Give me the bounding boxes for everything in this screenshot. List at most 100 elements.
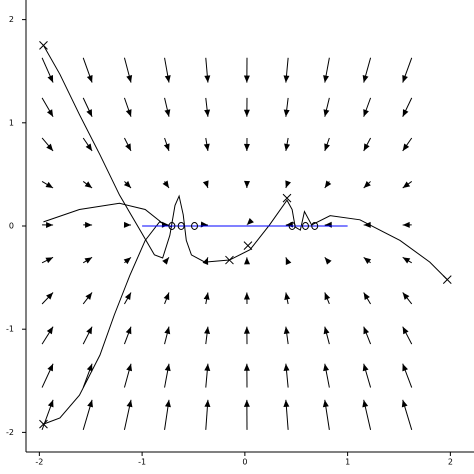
arrow-head <box>84 181 93 189</box>
field-arrow <box>324 257 332 265</box>
field-arrow <box>402 137 413 152</box>
arrow-head <box>283 399 290 408</box>
field-arrow <box>162 257 170 265</box>
field-arrow <box>124 292 132 305</box>
arrow-head <box>402 326 409 335</box>
arrow-head <box>283 109 290 117</box>
arrow-head <box>124 292 132 301</box>
field-arrow <box>323 57 330 83</box>
circle-marker <box>177 222 185 230</box>
arrow-head <box>202 257 209 265</box>
field-arrow <box>363 137 372 152</box>
x-tick-label: 1 <box>345 458 350 467</box>
field-arrow <box>243 363 250 388</box>
field-arrow <box>164 97 171 117</box>
field-arrow <box>164 57 171 83</box>
arrow-head <box>363 221 371 228</box>
arrow-head <box>204 109 211 117</box>
arrow-head <box>84 257 93 264</box>
field-arrow <box>323 326 330 345</box>
arrow-head <box>123 257 132 265</box>
field-arrow <box>324 180 332 189</box>
field-arrow <box>163 137 170 152</box>
arrow-head <box>324 143 330 151</box>
arrow-head <box>46 292 54 300</box>
arrow-head <box>323 75 329 83</box>
arrow-head <box>246 217 254 226</box>
field-arrow <box>402 57 413 83</box>
circle-marker <box>168 222 176 230</box>
arrow-head <box>323 363 330 372</box>
field-arrow <box>123 221 132 228</box>
circle-marker <box>301 222 309 230</box>
arrow-head <box>47 399 54 408</box>
field-arrow <box>41 137 54 152</box>
arrow-head <box>362 75 369 83</box>
field-arrow <box>41 57 54 83</box>
x-marker <box>39 41 48 50</box>
arrow-head <box>243 399 250 407</box>
arrow-head <box>285 180 291 189</box>
arrow-head <box>126 399 133 408</box>
field-arrow <box>164 399 171 430</box>
field-arrow <box>243 97 250 117</box>
y-tick-label: -1 <box>6 325 14 334</box>
field-arrow <box>82 57 93 83</box>
arrow-head <box>324 257 332 265</box>
field-arrow <box>164 363 171 388</box>
field-arrow <box>41 326 54 345</box>
arrow-head <box>85 143 93 151</box>
arrow-head <box>86 363 93 372</box>
field-arrow <box>323 363 330 388</box>
field-arrow <box>363 256 372 265</box>
x-marker <box>282 193 292 203</box>
field-arrow <box>204 399 211 430</box>
arrow-head <box>363 181 371 189</box>
field-arrow <box>402 292 413 305</box>
arrow-head <box>283 326 290 335</box>
arrow-head <box>363 257 372 265</box>
field-arrow <box>243 137 250 151</box>
arrow-head <box>125 326 132 335</box>
trajectory <box>229 199 448 281</box>
field-arrow <box>243 326 250 345</box>
field-arrow <box>123 57 133 83</box>
arrow-head <box>243 109 250 117</box>
field-arrow <box>123 137 132 152</box>
arrow-head <box>243 363 250 371</box>
arrow-head <box>86 109 93 117</box>
arrow-head <box>47 74 54 83</box>
field-arrow <box>402 97 413 117</box>
field-arrow <box>204 363 211 388</box>
field-arrow <box>82 399 93 431</box>
field-arrow <box>362 363 372 388</box>
field-arrow <box>284 137 291 152</box>
field-arrow <box>362 57 372 83</box>
field-arrow <box>284 292 291 305</box>
arrow-head <box>126 75 133 83</box>
field-arrow <box>402 256 412 264</box>
arrow-head <box>164 109 171 117</box>
trajectory <box>43 221 173 425</box>
field-arrow <box>83 221 93 228</box>
arrow-head <box>45 257 54 264</box>
field-arrow <box>41 181 54 189</box>
arrow-head <box>363 109 369 117</box>
arrow-head <box>126 363 133 372</box>
field-arrow <box>283 57 290 83</box>
arrow-head <box>324 292 331 301</box>
field-arrow <box>362 399 372 430</box>
field-arrow <box>324 137 330 152</box>
field-arrow <box>123 326 132 345</box>
y-tick-label: 0 <box>9 222 14 231</box>
arrow-head <box>402 143 410 151</box>
arrow-head <box>162 180 169 189</box>
arrow-head <box>204 363 211 371</box>
arrow-head <box>244 180 251 189</box>
field-arrow <box>82 326 93 345</box>
arrow-head <box>87 399 93 408</box>
x-tick-label: 2 <box>448 458 453 467</box>
field-arrow <box>41 292 54 305</box>
x-tick-label: 0 <box>242 458 247 467</box>
trajectory <box>43 202 166 226</box>
